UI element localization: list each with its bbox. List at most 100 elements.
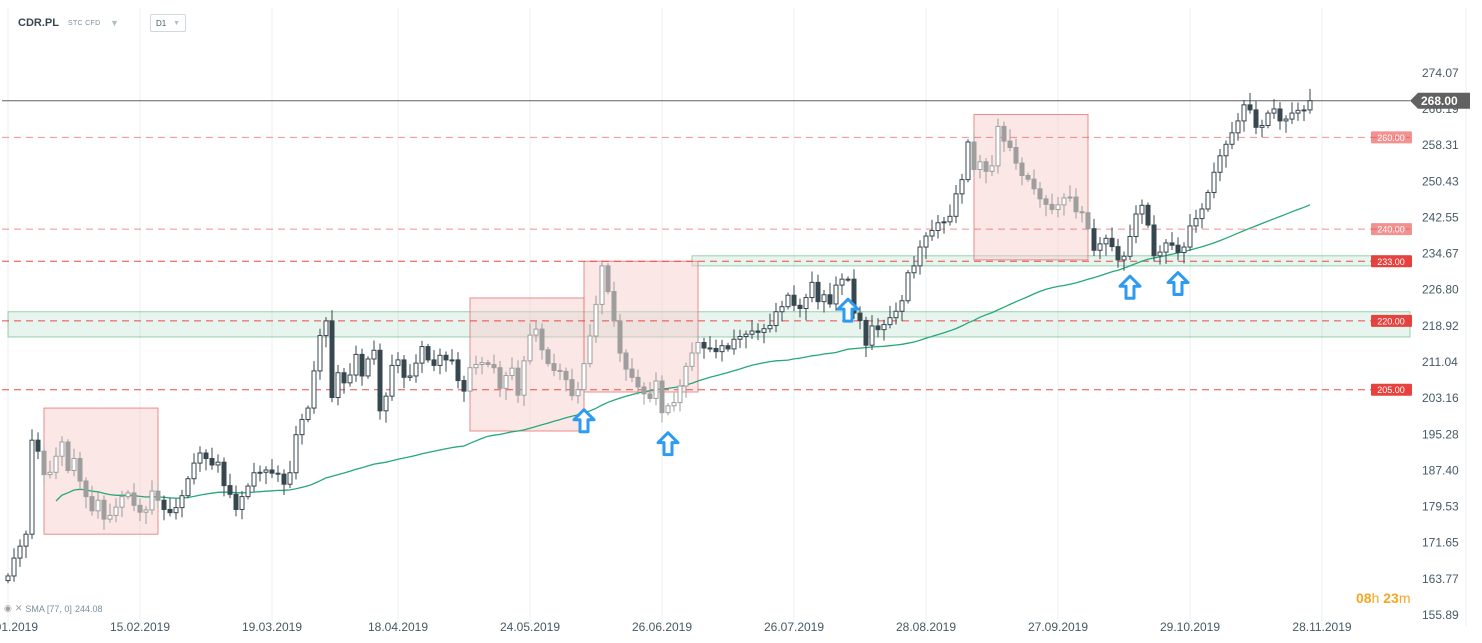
candle-body xyxy=(641,386,647,395)
y-tick-label: 187.40 xyxy=(1422,463,1459,477)
candle-body xyxy=(1001,125,1007,142)
candle-body xyxy=(1061,197,1067,206)
candle-body xyxy=(1211,171,1217,193)
candle-body xyxy=(203,452,209,460)
candle-body xyxy=(167,508,173,514)
x-tick-label: 27.09.2019 xyxy=(1028,620,1088,634)
candle-body xyxy=(599,265,605,305)
candle-body xyxy=(551,363,557,371)
candle-body xyxy=(593,303,599,337)
candle-body xyxy=(281,473,287,485)
candle-body xyxy=(23,533,29,547)
candle-body xyxy=(1031,178,1037,190)
candle-body xyxy=(317,335,323,372)
candle-body xyxy=(65,441,71,471)
candle-body xyxy=(125,492,131,498)
candle-body xyxy=(149,490,155,511)
indicator-legend[interactable]: ◉ ✕ SMA [77, 0] 244.08 xyxy=(4,603,102,614)
candle-body xyxy=(617,320,623,354)
candle-body xyxy=(677,385,683,404)
candle-body xyxy=(1265,112,1271,126)
symbol-label[interactable]: CDR.PL xyxy=(18,17,59,29)
candle-body xyxy=(725,345,731,350)
candle-body xyxy=(377,349,383,412)
candle-body xyxy=(887,317,893,326)
indicator-value: 244.08 xyxy=(74,603,103,614)
candle-body xyxy=(653,380,659,399)
candle-body xyxy=(1085,212,1091,230)
candle-body xyxy=(275,472,281,475)
timeframe-selector[interactable]: D1 ▼ xyxy=(150,14,186,32)
candle-body xyxy=(935,222,941,232)
candle-body xyxy=(413,362,419,377)
candle-body xyxy=(743,333,749,338)
candle-body xyxy=(1055,204,1061,210)
x-tick-label: 28.08.2019 xyxy=(896,620,956,634)
support-level-tag xyxy=(1371,314,1412,327)
candle-body xyxy=(695,341,701,354)
candle-body xyxy=(587,335,593,365)
sma-line xyxy=(55,204,1311,502)
y-tick-label: 163.77 xyxy=(1422,572,1459,586)
candle-body xyxy=(845,278,851,281)
y-tick-label: 211.04 xyxy=(1422,355,1458,369)
candle-body xyxy=(329,320,335,399)
candle-body xyxy=(683,365,689,387)
candle-body xyxy=(335,372,341,399)
candle-body xyxy=(1301,109,1307,112)
candle-body xyxy=(893,310,899,319)
candle-body xyxy=(755,330,761,333)
candle-body xyxy=(737,336,743,340)
support-level-tag xyxy=(1371,255,1412,268)
candle-body xyxy=(983,161,989,172)
candle-body xyxy=(719,345,725,353)
y-tick-label: 258.31 xyxy=(1422,138,1459,152)
candle-body xyxy=(1121,255,1127,261)
y-tick-label: 250.43 xyxy=(1422,174,1459,188)
y-tick-label: 155.89 xyxy=(1422,608,1459,622)
candle-body xyxy=(383,395,389,412)
candle-body xyxy=(257,471,263,474)
candle-body xyxy=(449,359,455,362)
candle-body xyxy=(437,354,443,366)
support-level-tag xyxy=(1371,223,1412,236)
candle-body xyxy=(689,352,695,367)
candle-body xyxy=(839,278,845,286)
candle-countdown: 08h 23m xyxy=(1356,590,1411,606)
close-icon[interactable]: ✕ xyxy=(14,603,23,613)
candle-body xyxy=(1013,147,1019,164)
candle-body xyxy=(1163,242,1169,253)
instrument-type-label: STC CFD xyxy=(68,19,101,27)
candle-body xyxy=(41,450,47,476)
up-arrow-icon xyxy=(656,431,680,457)
pattern-box xyxy=(43,407,159,535)
candle-body xyxy=(347,374,353,384)
timer-hours-unit: h xyxy=(1371,590,1380,606)
up-arrow-icon xyxy=(836,297,860,323)
x-tick-label: 19.03.2019 xyxy=(242,620,302,634)
candle-body xyxy=(569,379,575,397)
candle-body xyxy=(1127,236,1133,257)
candle-body xyxy=(173,507,179,514)
candle-body xyxy=(797,304,803,310)
chevron-down-icon[interactable]: ▼ xyxy=(110,18,119,28)
candle-body xyxy=(353,353,359,376)
candle-body xyxy=(1295,109,1301,114)
candle-body xyxy=(815,281,821,303)
candle-body xyxy=(239,496,245,510)
eye-icon[interactable]: ◉ xyxy=(4,603,12,613)
candle-body xyxy=(107,514,113,520)
candle-body xyxy=(1019,162,1025,176)
candle-body xyxy=(479,362,485,365)
candle-body xyxy=(953,193,959,217)
support-level-label: 205.00 xyxy=(1377,385,1405,395)
up-arrow-icon xyxy=(1118,274,1142,300)
candle-body xyxy=(995,125,1001,167)
candle-body xyxy=(1091,228,1097,251)
chevron-down-icon: ▼ xyxy=(173,19,180,27)
candle-body xyxy=(761,328,767,333)
candle-body xyxy=(539,328,545,351)
candle-body xyxy=(881,324,887,331)
